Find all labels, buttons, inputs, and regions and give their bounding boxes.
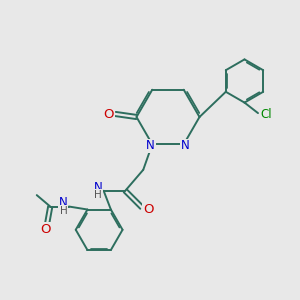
Text: O: O — [40, 223, 51, 236]
Text: Cl: Cl — [261, 108, 272, 121]
Text: H: H — [60, 206, 67, 216]
Text: O: O — [143, 203, 154, 216]
Text: N: N — [181, 139, 190, 152]
Text: N: N — [146, 139, 155, 152]
Text: O: O — [104, 107, 114, 121]
Text: H: H — [94, 190, 102, 200]
Text: N: N — [94, 181, 103, 194]
Text: N: N — [59, 196, 68, 209]
